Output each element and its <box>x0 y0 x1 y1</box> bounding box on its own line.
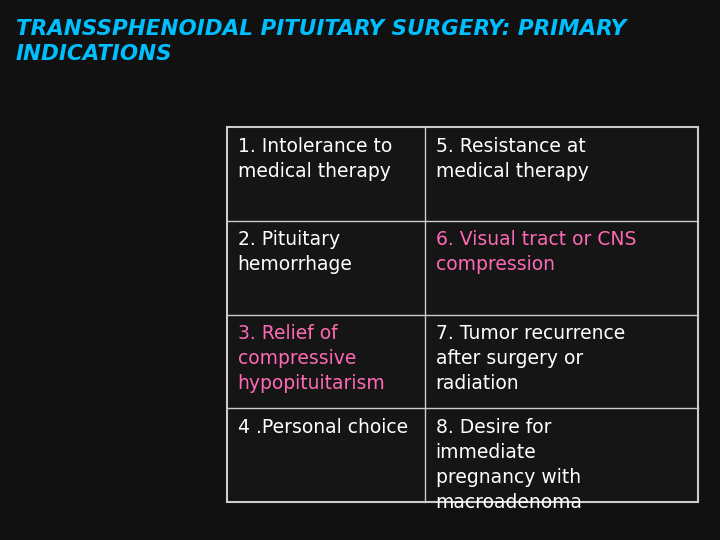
Text: 6. Visual tract or CNS
compression: 6. Visual tract or CNS compression <box>436 231 636 274</box>
Text: 2. Pituitary
hemorrhage: 2. Pituitary hemorrhage <box>238 231 353 274</box>
Bar <box>227 127 698 502</box>
Text: 4 .Personal choice: 4 .Personal choice <box>238 418 408 437</box>
Text: 3. Relief of
compressive
hypopituitarism: 3. Relief of compressive hypopituitarism <box>238 324 385 393</box>
Text: 5. Resistance at
medical therapy: 5. Resistance at medical therapy <box>436 137 588 180</box>
Text: 1. Intolerance to
medical therapy: 1. Intolerance to medical therapy <box>238 137 392 180</box>
Text: 8. Desire for
immediate
pregnancy with
macroadenoma: 8. Desire for immediate pregnancy with m… <box>436 418 582 512</box>
Text: TRANSSPHENOIDAL PITUITARY SURGERY: PRIMARY
INDICATIONS: TRANSSPHENOIDAL PITUITARY SURGERY: PRIMA… <box>16 19 626 64</box>
Text: 7. Tumor recurrence
after surgery or
radiation: 7. Tumor recurrence after surgery or rad… <box>436 324 625 393</box>
